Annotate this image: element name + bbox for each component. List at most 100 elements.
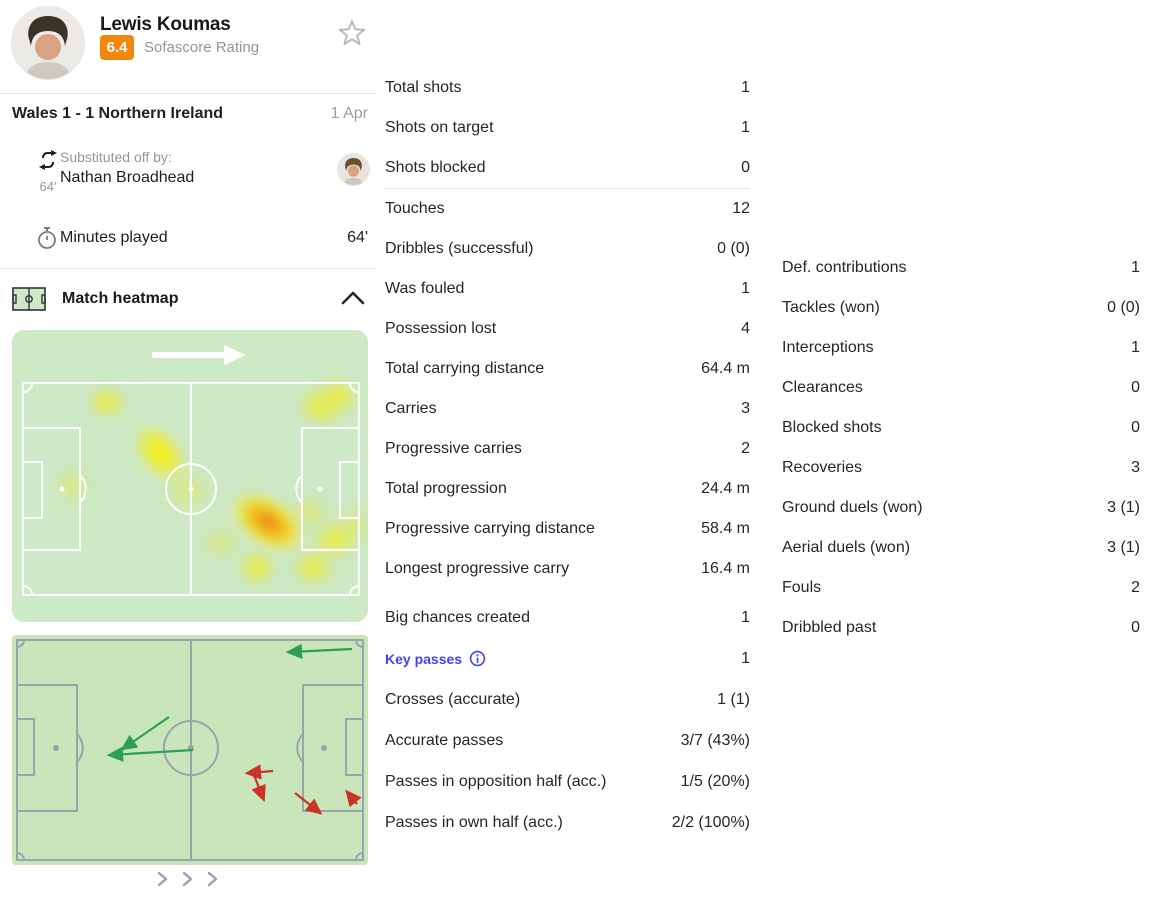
match-title: Wales 1 - 1 Northern Ireland (12, 105, 224, 122)
stat-value: 2/2 (100%) (671, 813, 750, 831)
divider (385, 188, 750, 189)
heatmap-pitch-lines (22, 345, 360, 596)
stat-value: 3 (1131, 459, 1140, 476)
stat-label: Key passes (385, 650, 463, 667)
stat-label: Def. contributions (782, 259, 907, 276)
stat-value: 3/7 (43%) (680, 731, 750, 749)
pager (0, 869, 375, 889)
stat-label: Total progression (385, 480, 507, 497)
stat-value: 0 (741, 159, 750, 176)
stat-row: Passes in opposition half (acc.) 1/5 (20… (385, 761, 750, 802)
stopwatch-icon (38, 227, 56, 249)
chevron-up-icon[interactable] (341, 291, 365, 307)
passing-stats: Big chances created 1 Ke (385, 597, 750, 843)
stat-value: 1 (741, 280, 750, 297)
passmap-pitch-lines (16, 639, 364, 861)
stat-label: Possession lost (385, 320, 497, 337)
chevron-right-icon[interactable] (181, 869, 194, 889)
stat-value: 4 (741, 320, 750, 337)
stat-label: Fouls (782, 579, 822, 596)
player-summary-column: Lewis Koumas 6.4 Sofascore Rating Wales … (0, 0, 375, 897)
stats-column-main: Total shots 1 Shots on t (385, 68, 750, 843)
stat-value: 0 (0) (1107, 299, 1140, 316)
direction-arrow-icon (152, 345, 246, 365)
heatmap-section-header[interactable]: Match heatmap (0, 284, 375, 314)
stat-row: Longest progressive carry 16.4 m (385, 549, 750, 589)
stat-label: Touches (385, 200, 445, 217)
stat-row: Possession lost 4 (385, 309, 750, 349)
stat-label: Shots on target (385, 119, 494, 136)
stat-row: Was fouled 1 (385, 269, 750, 309)
stat-row: Key passes 1 (385, 638, 750, 679)
divider (0, 268, 375, 269)
stat-value: 3 (741, 400, 750, 417)
player-avatar (11, 6, 85, 80)
stat-value: 1/5 (20%) (680, 772, 750, 790)
substitute-player-name[interactable]: Nathan Broadhead (60, 169, 195, 186)
stat-row: Recoveries 3 (782, 448, 1140, 488)
stat-label: Ground duels (won) (782, 499, 923, 516)
stat-row: Shots blocked 0 (385, 148, 750, 188)
stat-label: Dribbled past (782, 619, 877, 636)
stat-row: Tackles (won) 0 (0) (782, 288, 1140, 328)
stat-row: Progressive carries 2 (385, 429, 750, 469)
stat-row: Carries 3 (385, 389, 750, 429)
stat-label: Longest progressive carry (385, 560, 570, 577)
stat-row: Progressive carrying distance 58.4 m (385, 509, 750, 549)
star-icon[interactable] (336, 17, 368, 49)
stat-row: Total shots 1 (385, 68, 750, 108)
player-header: Lewis Koumas 6.4 Sofascore Rating (0, 0, 375, 93)
stat-label: Dribbles (successful) (385, 240, 534, 257)
stat-value: 12 (732, 200, 750, 217)
minutes-played-row: Minutes played 64' (0, 224, 375, 252)
stat-row: Shots on target 1 (385, 108, 750, 148)
chevron-right-icon[interactable] (156, 869, 169, 889)
stat-row: Aerial duels (won) 3 (1) (782, 528, 1140, 568)
stat-row: Interceptions 1 (782, 328, 1140, 368)
stat-label: Aerial duels (won) (782, 539, 911, 556)
divider (0, 93, 375, 94)
match-row[interactable]: Wales 1 - 1 Northern Ireland 1 Apr (0, 99, 375, 129)
stat-label: Shots blocked (385, 159, 486, 176)
substitution-icon (39, 150, 57, 170)
stat-value: 16.4 m (701, 560, 750, 577)
info-icon[interactable] (469, 650, 486, 667)
shooting-stats: Total shots 1 Shots on t (385, 68, 750, 188)
stat-value: 3 (1) (1107, 499, 1140, 516)
stat-label: Passes in own half (acc.) (385, 813, 563, 831)
stat-label: Clearances (782, 379, 863, 396)
stat-row: Fouls 2 (782, 568, 1140, 608)
possession-stats: Touches 12 Dribbles (suc (385, 189, 750, 589)
stat-value: 2 (1131, 579, 1140, 596)
stat-value: 0 (0) (717, 240, 750, 257)
stat-label: Passes in opposition half (acc.) (385, 772, 607, 790)
minutes-played-value: 64' (347, 229, 368, 246)
stat-row: Total carrying distance 64.4 m (385, 349, 750, 389)
stat-row: Passes in own half (acc.) 2/2 (100%) (385, 802, 750, 843)
stat-value: 1 (741, 608, 750, 626)
stat-label: Progressive carries (385, 440, 522, 457)
stat-row: Crosses (accurate) 1 (1) (385, 679, 750, 720)
match-date: 1 Apr (330, 105, 368, 122)
pass-arrows (106, 643, 362, 815)
stat-label: Accurate passes (385, 731, 504, 749)
stat-value: 24.4 m (701, 480, 750, 497)
chevron-right-icon[interactable] (206, 869, 219, 889)
rating-line: 6.4 Sofascore Rating (100, 35, 259, 60)
stat-value: 1 (741, 119, 750, 136)
stat-value: 3 (1) (1107, 539, 1140, 556)
stat-row: Blocked shots 0 (782, 408, 1140, 448)
stat-value: 1 (1) (717, 690, 750, 708)
stat-value: 1 (1131, 339, 1140, 356)
player-name: Lewis Koumas (100, 13, 231, 35)
substitute-avatar[interactable] (337, 153, 370, 186)
pass-map (12, 635, 368, 865)
substitution-text: Substituted off by: Nathan Broadhead (60, 149, 194, 187)
stat-value: 1 (1131, 259, 1140, 276)
defending-stats: Def. contributions 1 Tackles (won) 0 (0)… (782, 248, 1140, 648)
stat-label: Blocked shots (782, 419, 882, 436)
stat-label: Progressive carrying distance (385, 520, 595, 537)
stat-value: 1 (741, 79, 750, 96)
rating-badge: 6.4 (100, 35, 134, 60)
